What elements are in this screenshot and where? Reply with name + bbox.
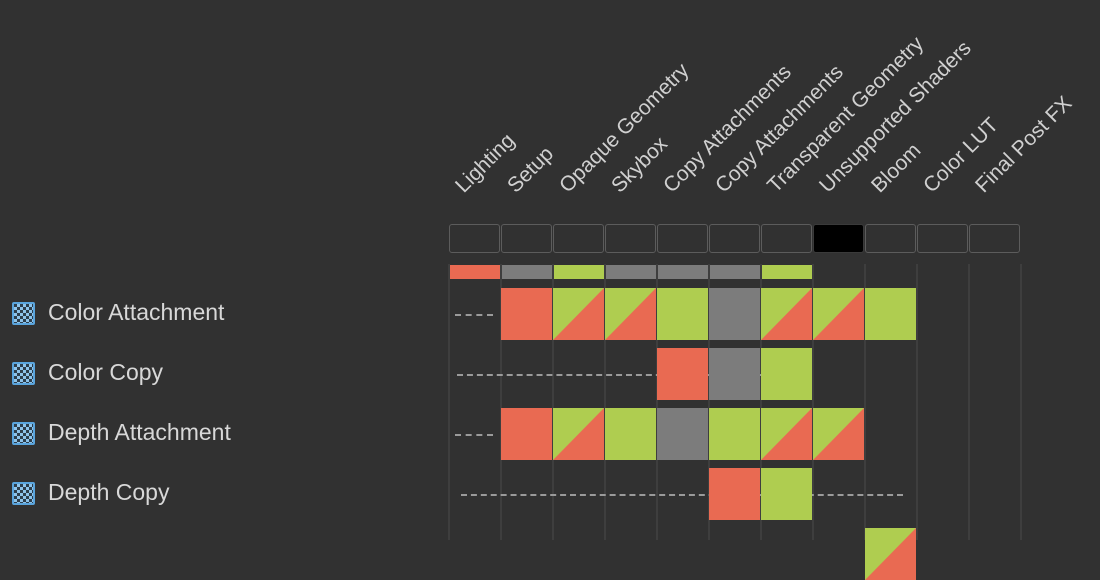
render-graph-viewer: Lighting Setup Opaque Geometry Skybox Copy A… [12,32,1076,580]
pass-select-box[interactable] [709,224,760,253]
pass-usage-bar [501,265,552,279]
grid-line [812,264,814,540]
grid-line [448,264,450,540]
resource-cell-read[interactable] [761,348,812,400]
lifetime-dash [455,434,493,436]
texture-icon [12,482,35,505]
grid-line [500,264,502,540]
lifetime-dash [457,374,801,376]
pass-select-box[interactable] [969,224,1020,253]
resource-cell-read[interactable] [657,288,708,340]
grid-line [916,264,918,540]
grid-line [604,264,606,540]
resource-cell-readwrite[interactable] [813,288,864,340]
resource-label[interactable]: Depth Attachment [48,419,231,445]
pass-select-box[interactable] [657,224,708,253]
resource-cell-readwrite[interactable] [605,288,656,340]
pass-usage-bar [761,265,812,279]
pass-select-box[interactable] [605,224,656,253]
resource-cell-write[interactable] [501,288,552,340]
grid-line [552,264,554,540]
resource-cell-readwrite[interactable] [553,288,604,340]
resource-cell-culled[interactable] [709,288,760,340]
resource-cell-read[interactable] [605,408,656,460]
texture-icon [12,362,35,385]
pass-select-box[interactable] [761,224,812,253]
resource-label[interactable]: Color Attachment [48,299,225,325]
pass-select-box[interactable] [501,224,552,253]
resource-cell-culled[interactable] [657,408,708,460]
pass-select-box[interactable] [553,224,604,253]
grid-line [1020,264,1022,540]
resource-cell-culled[interactable] [709,348,760,400]
pass-usage-bar [709,265,760,279]
grid-line [864,264,866,540]
lifetime-dash [461,494,903,496]
resource-label[interactable]: Depth Copy [48,479,170,505]
texture-icon [12,302,35,325]
grid-line [656,264,658,540]
resource-cell-read[interactable] [865,288,916,340]
pass-select-box[interactable] [813,224,864,253]
resource-cell-readwrite[interactable] [813,408,864,460]
grid-line [708,264,710,540]
resource-cell-read[interactable] [761,468,812,520]
resource-cell-readwrite[interactable] [865,528,916,580]
pass-usage-bar [553,265,604,279]
pass-usage-bar [605,265,656,279]
resource-cell-readwrite[interactable] [761,288,812,340]
pass-select-box[interactable] [917,224,968,253]
pass-select-box[interactable] [865,224,916,253]
resource-cell-write[interactable] [657,348,708,400]
lifetime-dash [455,314,493,316]
grid-line [760,264,762,540]
resource-cell-readwrite[interactable] [761,408,812,460]
resource-label[interactable]: Color Copy [48,359,164,385]
pass-usage-bar [449,265,500,279]
resource-cell-read[interactable] [709,408,760,460]
pass-usage-bar [657,265,708,279]
resource-cell-write[interactable] [709,468,760,520]
texture-icon [12,422,35,445]
pass-select-box[interactable] [449,224,500,253]
resource-cell-write[interactable] [501,408,552,460]
resource-cell-readwrite[interactable] [553,408,604,460]
grid-line [968,264,970,540]
